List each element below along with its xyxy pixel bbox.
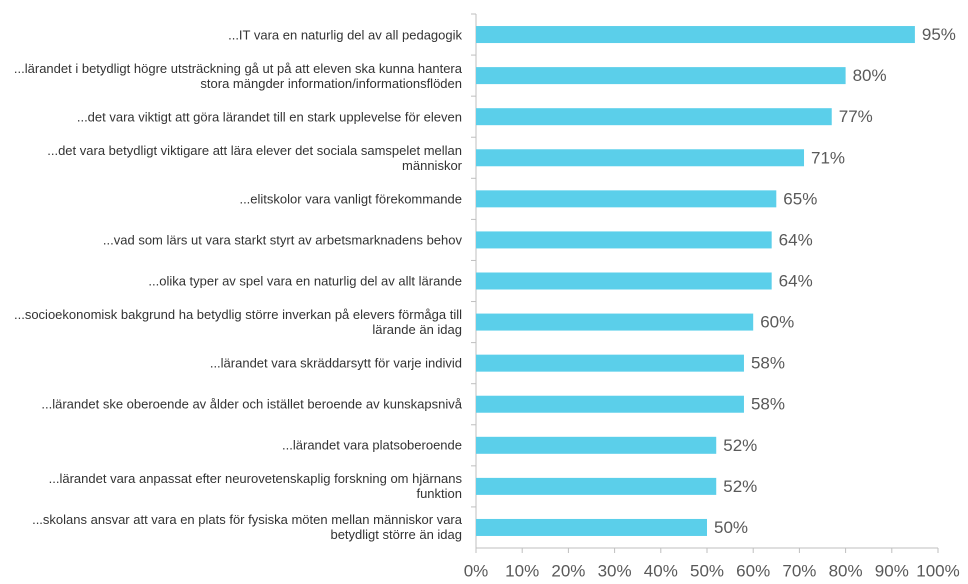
- category-label: ...vad som lärs ut vara starkt styrt av …: [102, 232, 462, 248]
- x-tick-label: 40%: [644, 561, 678, 580]
- bar: [476, 477, 717, 495]
- bar: [476, 231, 772, 249]
- category-label: ...socioekonomisk bakgrund ha betydlig s…: [13, 307, 462, 338]
- category-label: ...skolans ansvar att vara en plats för …: [32, 512, 462, 543]
- value-label: 95%: [922, 25, 956, 44]
- value-label: 71%: [811, 148, 845, 167]
- bar: [476, 313, 754, 331]
- bar: [476, 108, 832, 126]
- value-label: 80%: [853, 66, 887, 85]
- value-label: 52%: [723, 477, 757, 496]
- x-tick-label: 80%: [829, 561, 863, 580]
- category-label: ...lärandet vara platsoberoende: [282, 437, 462, 453]
- bar: [476, 395, 744, 413]
- bar: [476, 190, 777, 208]
- value-label: 58%: [751, 395, 785, 414]
- value-label: 77%: [839, 107, 873, 126]
- value-label: 65%: [783, 189, 817, 208]
- category-label: ...lärandet i betydligt högre utsträckni…: [13, 60, 462, 91]
- category-label: ...elitskolor vara vanligt förekommande: [239, 191, 462, 207]
- x-tick-label: 60%: [736, 561, 770, 580]
- bar: [476, 354, 744, 372]
- bar: [476, 518, 707, 536]
- x-tick-label: 20%: [551, 561, 585, 580]
- category-label: ...olika typer av spel vara en naturlig …: [148, 273, 462, 289]
- x-tick-label: 0%: [464, 561, 489, 580]
- value-label: 52%: [723, 436, 757, 455]
- value-label: 64%: [779, 271, 813, 290]
- bar: [476, 149, 805, 167]
- category-label: ...lärandet vara skräddarsytt för varje …: [209, 355, 462, 371]
- value-label: 64%: [779, 230, 813, 249]
- bar: [476, 272, 772, 290]
- bar: [476, 26, 915, 44]
- x-tick-label: 100%: [916, 561, 959, 580]
- value-label: 50%: [714, 518, 748, 537]
- x-tick-label: 10%: [505, 561, 539, 580]
- category-label: ...IT vara en naturlig del av all pedago…: [228, 27, 462, 43]
- category-label: ...lärandet vara anpassat efter neurovet…: [48, 471, 462, 502]
- category-label: ...det vara betydligt viktigare att lära…: [47, 142, 462, 173]
- x-tick-label: 90%: [875, 561, 909, 580]
- category-label: ...lärandet ske oberoende av ålder och i…: [41, 396, 462, 412]
- bar: [476, 67, 846, 85]
- x-tick-label: 50%: [690, 561, 724, 580]
- x-tick-label: 30%: [598, 561, 632, 580]
- category-label: ...det vara viktigt att göra lärandet ti…: [76, 109, 462, 125]
- value-label: 60%: [760, 313, 794, 332]
- bar: [476, 436, 717, 454]
- value-label: 58%: [751, 354, 785, 373]
- x-tick-label: 70%: [782, 561, 816, 580]
